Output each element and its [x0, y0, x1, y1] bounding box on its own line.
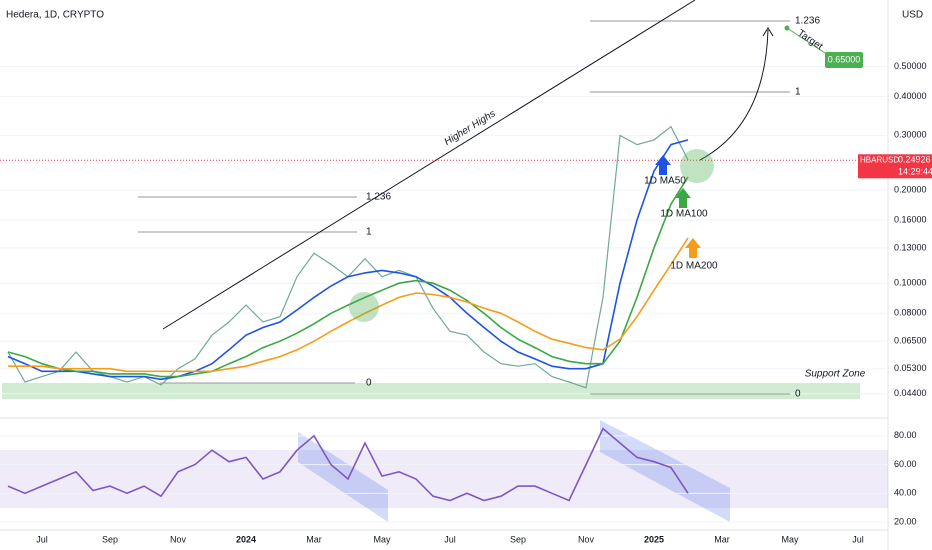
target-price: 0.65000	[828, 54, 861, 64]
fib-label: 1	[366, 227, 372, 238]
ma200-arrow	[685, 238, 701, 258]
projection-arrow	[699, 29, 769, 161]
x-tick-label: May	[373, 534, 391, 544]
fib-label: 1	[795, 87, 801, 98]
support-zone	[2, 383, 860, 399]
series-line	[7, 427, 689, 502]
series-line	[7, 139, 689, 381]
x-tick-label: 2025	[644, 534, 664, 544]
y-tick-label: 0.08000	[894, 308, 927, 318]
highlight-circle	[680, 149, 714, 183]
ma100-arrow	[675, 188, 691, 208]
last-price: 0.24926	[898, 155, 931, 165]
ma-label: 1D MA100	[660, 209, 708, 220]
fib-label: 1.236	[795, 16, 820, 27]
fib-label: 0	[795, 389, 801, 400]
ticker-label: HBARUSD	[860, 155, 899, 164]
x-tick-label: 2024	[236, 534, 256, 544]
y-tick-label: 0.40000	[894, 91, 927, 101]
x-tick-label: Nov	[578, 534, 595, 544]
symbol-title: Hedera, 1D, CRYPTO	[6, 10, 104, 21]
highlight-circle	[349, 292, 379, 322]
rsi-channel	[298, 432, 388, 522]
y-tick-label: 40.00	[894, 488, 917, 498]
x-tick-label: Sep	[102, 534, 118, 544]
ma50-arrow	[655, 155, 671, 175]
target-line	[786, 27, 829, 56]
y-tick-label: 0.50000	[894, 61, 927, 71]
y-tick-label: 60.00	[894, 459, 917, 469]
y-tick-label: 0.05300	[894, 363, 927, 373]
x-tick-label: Jul	[444, 534, 456, 544]
price-tag	[858, 154, 932, 179]
x-tick-label: Mar	[306, 534, 322, 544]
y-tick-label: 0.16000	[894, 214, 927, 224]
fib-label: 1.236	[366, 192, 391, 203]
x-tick-label: Jul	[36, 534, 48, 544]
ma-label: 1D MA200	[670, 261, 718, 272]
x-tick-label: May	[781, 534, 799, 544]
ma-label: 1D MA50	[644, 176, 686, 187]
x-tick-label: Jul	[852, 534, 864, 544]
series-line	[8, 237, 689, 373]
x-tick-label: Mar	[714, 534, 730, 544]
support-label: Support Zone	[805, 369, 866, 380]
y-tick-label: 0.20000	[894, 184, 927, 194]
x-tick-label: Nov	[170, 534, 187, 544]
y-tick-label: 0.13000	[894, 242, 927, 252]
plot	[0, 66, 888, 523]
y-tick-label: 0.04400	[894, 388, 927, 398]
target-box	[825, 52, 863, 68]
y-tick-label: 0.10000	[894, 278, 927, 288]
y-tick-label: 0.30000	[894, 130, 927, 140]
fib-label: 0	[366, 378, 372, 389]
currency: USD	[902, 10, 923, 21]
rsi-channel	[600, 420, 730, 522]
y-tick-label: 0.06500	[894, 336, 927, 346]
trend-line	[162, 0, 696, 330]
x-tick-label: Sep	[510, 534, 526, 544]
countdown: 14:29:44	[898, 167, 932, 177]
arrow-head	[762, 27, 774, 37]
y-tick-label: 20.00	[894, 516, 917, 526]
y-tick-label: 80.00	[894, 430, 917, 440]
series-line	[7, 176, 689, 378]
